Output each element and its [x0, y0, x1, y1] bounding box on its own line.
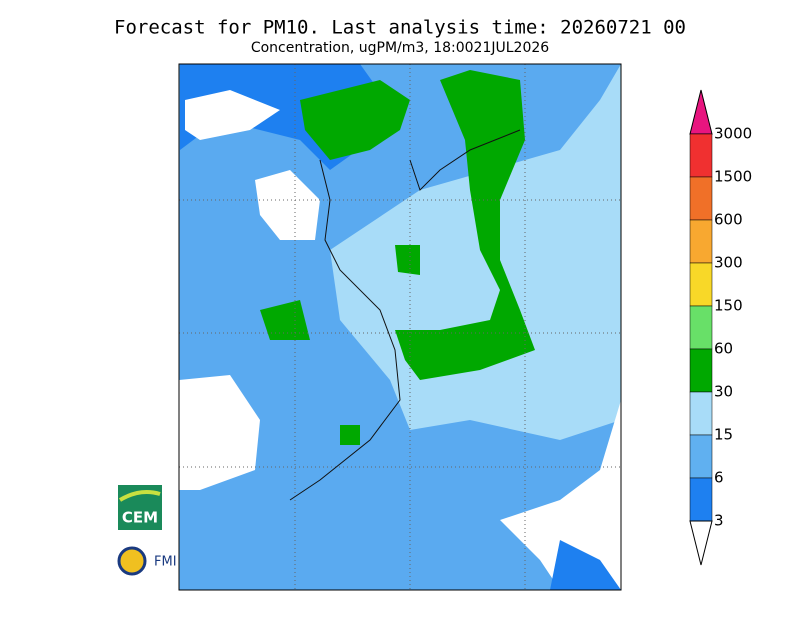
graticule: [179, 64, 621, 590]
green-area: [340, 425, 360, 445]
green-area: [300, 80, 410, 160]
colorbar-segment: [689, 262, 713, 307]
colorbar-label: 600: [714, 211, 743, 229]
colorbar-label: 60: [714, 340, 733, 358]
green-area: [395, 245, 420, 275]
coastline: [289, 129, 521, 501]
colorbar-label: 3000: [714, 125, 752, 143]
green-area: [395, 70, 535, 380]
colorbar-segment: [689, 477, 713, 522]
colorbar-label: 6: [714, 469, 724, 487]
map: [178, 63, 622, 591]
colorbar-segment: [689, 348, 713, 393]
colorbar-label: 3: [714, 512, 724, 530]
land-blue: [550, 540, 621, 590]
map-frame: [178, 63, 622, 591]
colorbar-label: 15: [714, 426, 733, 444]
fmi-text: FMI: [154, 555, 177, 570]
colorbar-segment: [689, 434, 713, 479]
colorbar-label: 1500: [714, 168, 752, 186]
fmi-logo: FMI: [117, 546, 177, 576]
colorbar-label: 150: [714, 297, 743, 315]
fmi-emblem: [117, 546, 147, 576]
colorbar-segment: [689, 219, 713, 264]
colorbar-label: 300: [714, 254, 743, 272]
colorbar-bottom-triangle: [689, 520, 713, 566]
colorbar-segment: [689, 391, 713, 436]
colorbar-label: 30: [714, 383, 733, 401]
colorbar-top-triangle: [689, 89, 713, 135]
white-area: [500, 400, 621, 590]
cem-logo: CEM: [118, 485, 162, 530]
colorbar-segment: [689, 305, 713, 350]
white-area: [255, 170, 320, 240]
green-area: [260, 300, 310, 340]
title: Forecast for PM10. Last analysis time: 2…: [114, 17, 686, 39]
subtitle: Concentration, ugPM/m3, 18:0021JUL2026: [251, 40, 549, 56]
colorbar: 3000 1500 600 300 150 60 30 15 6 3: [689, 89, 752, 566]
cem-swoosh: [118, 490, 161, 502]
white-area: [185, 90, 280, 140]
cem-text: CEM: [122, 509, 158, 527]
white-area: [179, 375, 260, 490]
colorbar-segment: [689, 133, 713, 178]
colorbar-segment: [689, 176, 713, 221]
